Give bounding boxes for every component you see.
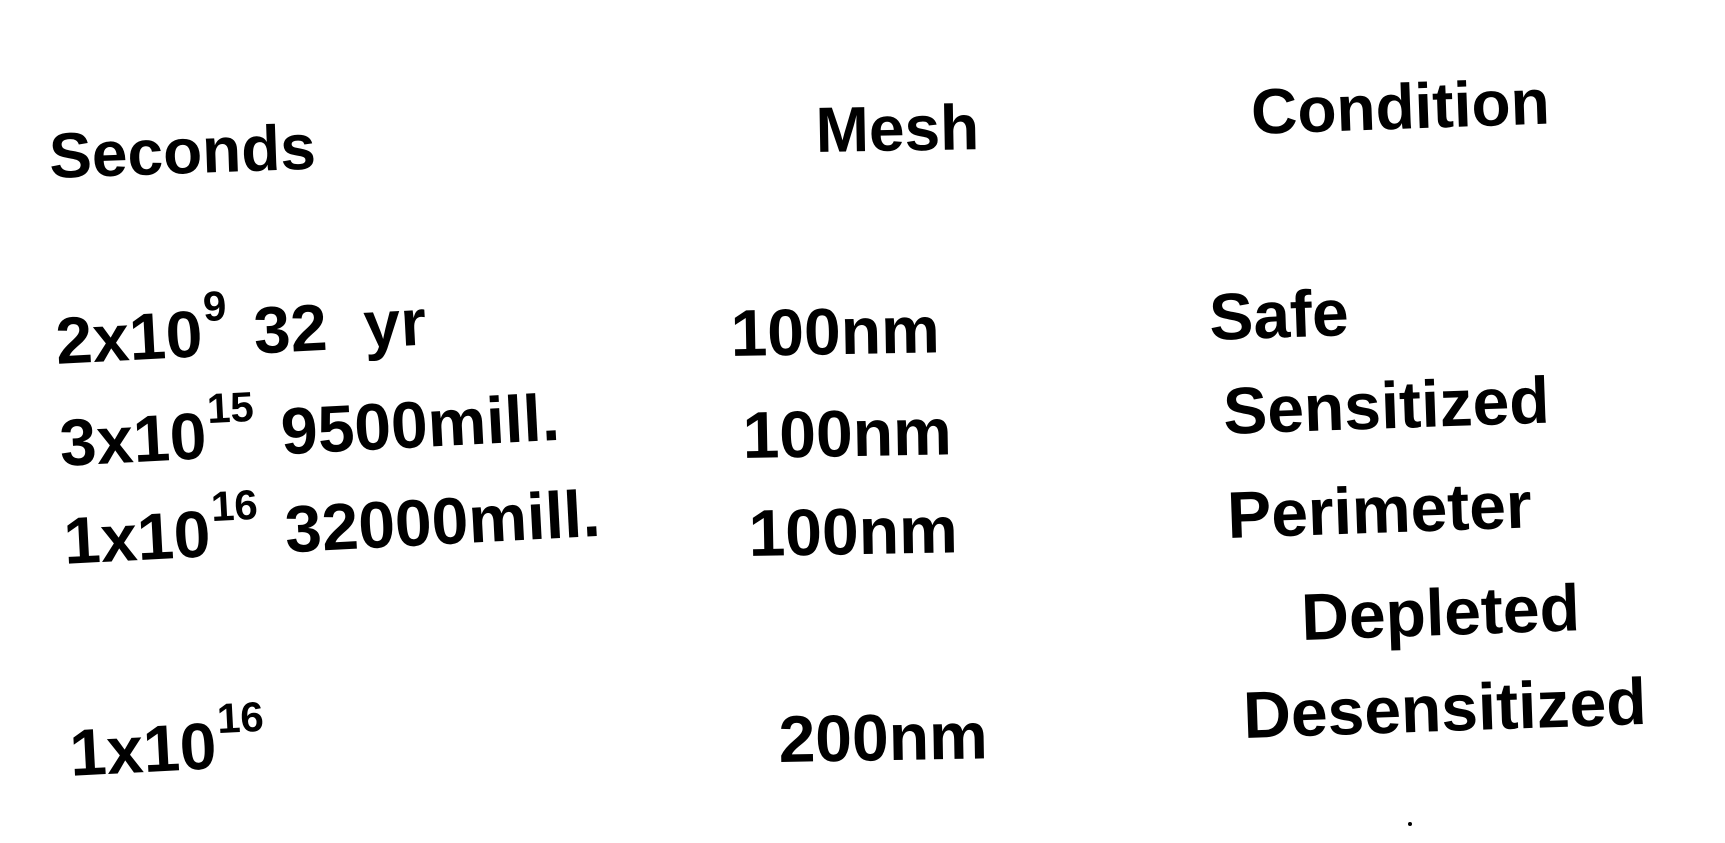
mesh-cell-row-1: 100nm [729,292,941,370]
seconds-exponent: 16 [209,480,259,531]
seconds-cell-row-2: 3x1015 9500mill. [58,380,562,480]
seconds-base: 2x10 [53,296,205,378]
seconds-cell-row-1: 2x109 32 yr [54,282,428,378]
mesh-cell-row-5: 200nm [777,698,989,776]
header-seconds: Seconds [47,110,317,192]
header-mesh: Mesh [814,91,980,166]
mesh-cell-row-2: 100nm [741,394,953,472]
condition-cell-row-3: Perimeter [1225,467,1533,552]
condition-cell-row-1: Safe [1207,275,1350,354]
condition-cell-row-5: Desensitized [1241,663,1648,752]
header-condition: Condition [1249,65,1551,148]
seconds-cell-row-5: 1x1016 [68,693,267,790]
seconds-base: 1x10 [67,708,219,790]
scan-speck [1408,822,1412,826]
seconds-exponent: 16 [215,692,265,743]
mesh-cell-row-3: 100nm [747,492,959,570]
seconds-base: 1x10 [61,496,213,578]
duration-text: 32 yr [251,284,428,368]
condition-cell-row-2: Sensitized [1221,362,1551,448]
duration-text: 32000mill. [283,475,603,567]
seconds-exponent: 9 [201,282,228,331]
seconds-cell-row-3: 1x1016 32000mill. [62,476,602,578]
seconds-base: 3x10 [57,398,209,480]
duration-text: 9500mill. [279,379,562,469]
seconds-exponent: 15 [205,382,255,433]
condition-cell-row-4: Depleted [1299,570,1582,654]
